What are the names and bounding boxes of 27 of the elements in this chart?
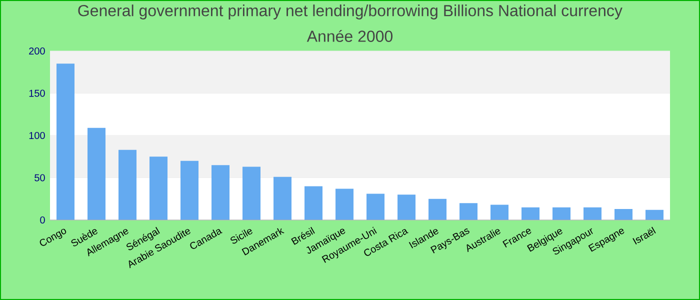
bar: [304, 186, 322, 220]
bar: [274, 176, 292, 220]
bar: [490, 204, 509, 220]
y-tick-label: 0: [40, 216, 45, 224]
bar: [398, 194, 416, 220]
bar: [180, 160, 198, 220]
bar: [212, 165, 230, 220]
bar: [118, 150, 136, 220]
bar: [56, 64, 74, 220]
y-tick-label: 150: [29, 90, 45, 97]
bar: [460, 203, 478, 220]
bar: [150, 156, 168, 220]
bar: [584, 207, 602, 220]
bar: [336, 188, 354, 220]
chart-title: General government primary net lending/borrowing Billions National currency: [78, 4, 622, 20]
bar: [242, 166, 261, 220]
bar: [614, 209, 633, 220]
bar: [88, 128, 106, 220]
y-tick-label: 200: [29, 47, 45, 55]
bar: [646, 210, 664, 220]
bar: [552, 207, 571, 220]
bar: [428, 198, 447, 220]
bar: [366, 194, 385, 220]
bar: [522, 207, 540, 220]
y-tick-label: 50: [34, 174, 45, 182]
y-tick-label: 100: [29, 132, 45, 140]
chart-subtitle: Année 2000: [306, 30, 393, 42]
